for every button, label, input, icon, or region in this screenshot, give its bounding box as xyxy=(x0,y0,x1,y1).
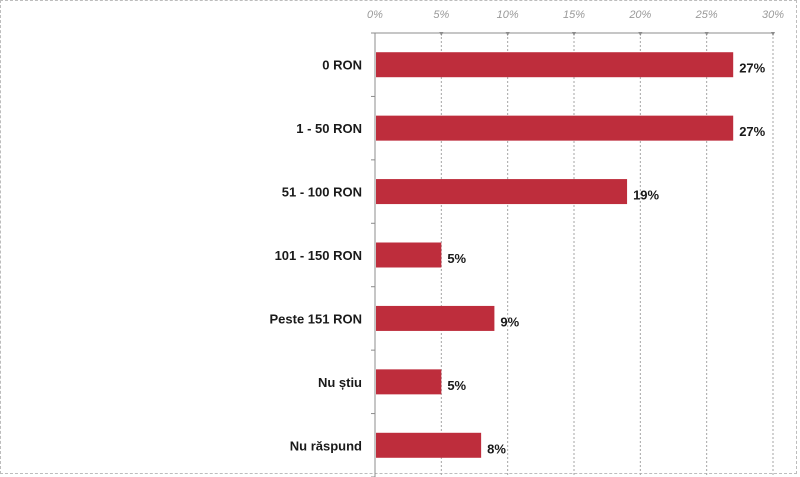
category-label: 1 - 50 RON xyxy=(296,121,362,136)
gridlines xyxy=(440,33,774,477)
category-label: 0 RON xyxy=(322,58,362,73)
data-label: 5% xyxy=(447,378,466,393)
bar xyxy=(376,242,442,268)
tick-label: 25% xyxy=(695,9,718,21)
data-label: 27% xyxy=(739,61,765,76)
bars xyxy=(376,52,734,458)
bar xyxy=(376,305,495,331)
bar xyxy=(376,369,442,395)
category-label: 51 - 100 RON xyxy=(282,185,362,200)
data-label: 9% xyxy=(500,314,519,329)
category-label: Nu știu xyxy=(318,375,362,390)
tick-label: 20% xyxy=(628,9,651,21)
bar xyxy=(376,115,734,141)
data-label: 8% xyxy=(487,441,506,456)
data-label: 5% xyxy=(447,251,466,266)
bar xyxy=(376,52,734,78)
category-label: Peste 151 RON xyxy=(270,311,363,326)
tick-label: 5% xyxy=(433,9,449,21)
bar xyxy=(376,179,628,205)
data-label: 19% xyxy=(633,188,659,203)
tick-label: 15% xyxy=(563,9,585,21)
category-label: 101 - 150 RON xyxy=(275,248,362,263)
labels: 0 RON 27% 1 - 50 RON 27% 51 - 100 RON 19% 101 … xyxy=(270,58,766,457)
data-label: 27% xyxy=(739,124,765,139)
category-label: Nu răspund xyxy=(290,438,362,453)
bar xyxy=(376,432,482,458)
tick-label: 10% xyxy=(497,9,519,21)
value-axis: 0% 5% 10% 15% 20% 25% 30% xyxy=(367,9,784,477)
tick-label: 0% xyxy=(367,9,383,21)
tick-label: 30% xyxy=(762,9,784,21)
